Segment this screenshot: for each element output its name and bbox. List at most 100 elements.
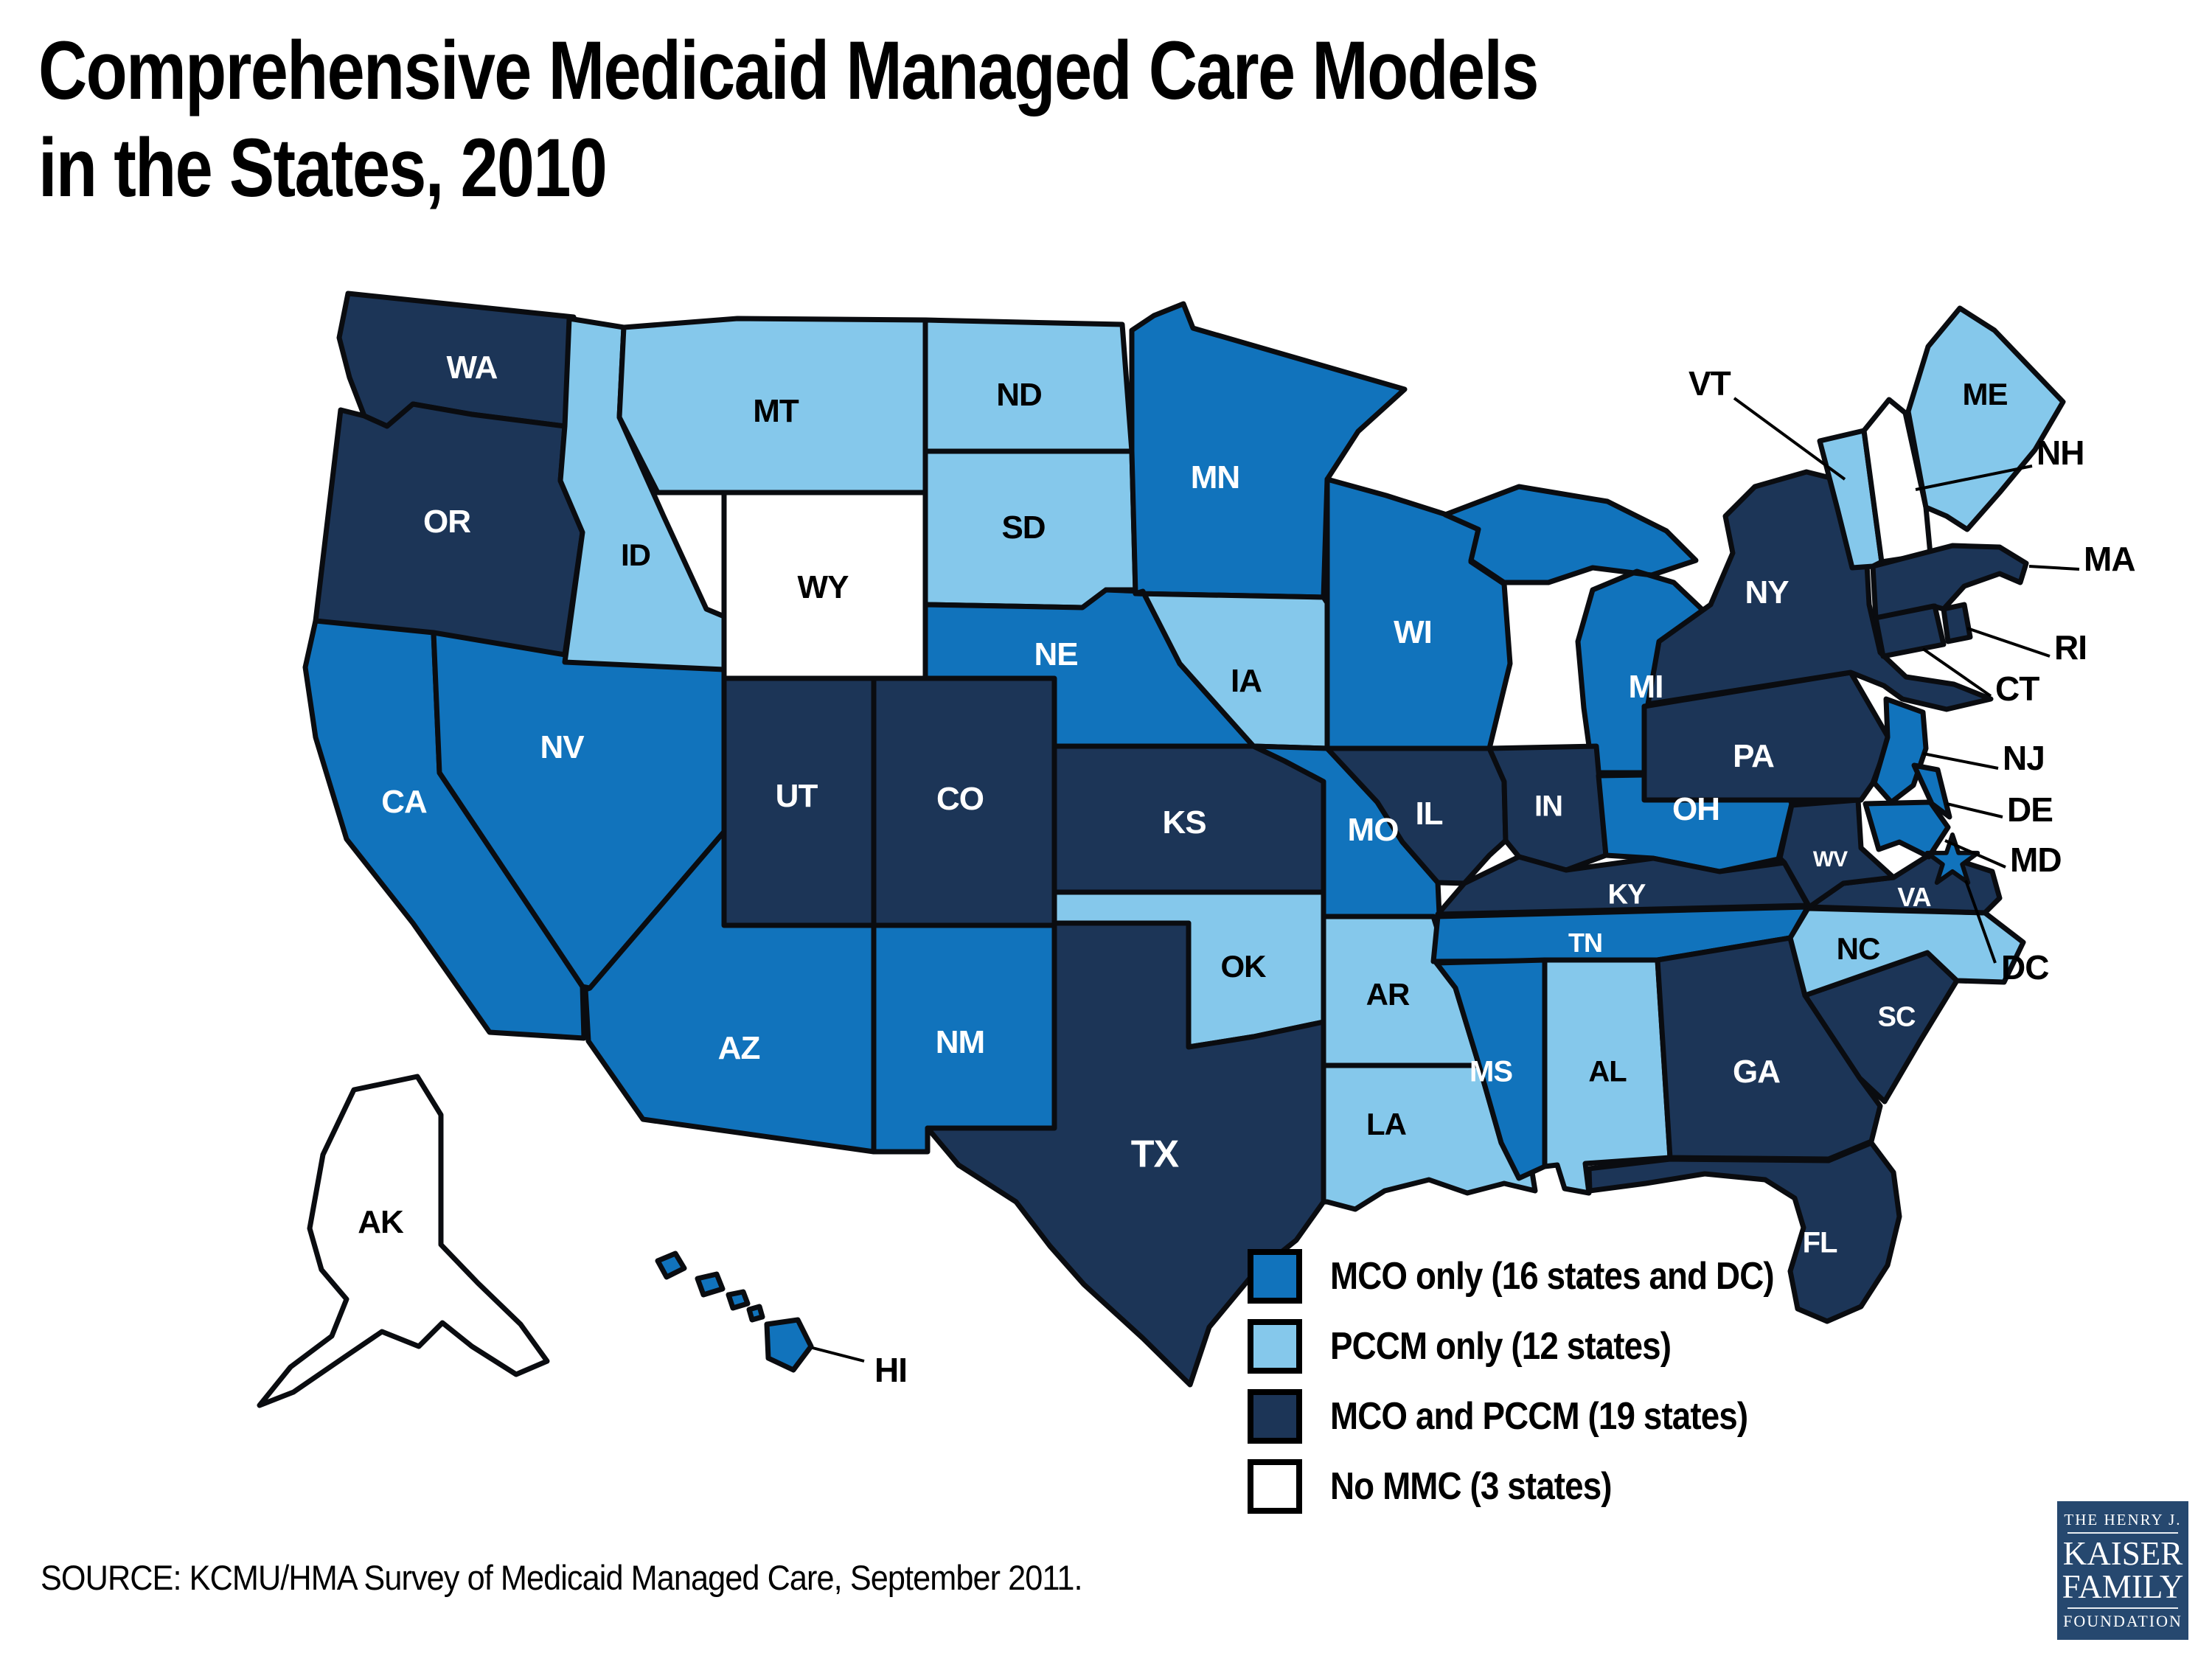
state-label-va: VA	[1897, 882, 1931, 912]
title-line-1: Comprehensive Medicaid Managed Care Mode…	[38, 24, 1539, 116]
legend-label-mco-and-pccm: MCO and PCCM (19 states)	[1330, 1395, 1748, 1438]
state-nj	[1871, 696, 1929, 805]
state-label-il: IL	[1415, 796, 1442, 832]
state-label-ak: AK	[358, 1204, 404, 1240]
legend-swatch-pccm-only	[1248, 1319, 1302, 1374]
kff-logo-rule-bottom	[2067, 1607, 2178, 1609]
state-de	[1911, 762, 1952, 820]
state-ak	[257, 1074, 550, 1408]
legend-swatch-mco-only	[1248, 1249, 1302, 1304]
external-state-label-md: MD	[2010, 841, 2062, 879]
state-fl	[1586, 1140, 1902, 1324]
state-label-nv: NV	[540, 729, 585, 765]
state-label-tn: TN	[1568, 928, 1602, 958]
state-label-la: LA	[1366, 1107, 1407, 1141]
state-label-wi: WI	[1394, 614, 1432, 650]
leader-line-hi	[812, 1346, 865, 1363]
state-label-ks: KS	[1162, 804, 1206, 841]
external-state-label-ma: MA	[2084, 540, 2135, 578]
state-label-pa: PA	[1733, 738, 1774, 774]
state-label-wa: WA	[447, 349, 498, 386]
state-label-nd: ND	[996, 377, 1042, 413]
leader-line-md	[1944, 839, 2006, 869]
state-label-ny: NY	[1745, 574, 1789, 611]
state-tx	[925, 920, 1326, 1388]
state-label-mo: MO	[1348, 812, 1399, 848]
kff-logo-line-1: THE HENRY J.	[2064, 1510, 2182, 1528]
state-label-nm: NM	[936, 1024, 984, 1060]
external-state-label-hi: HI	[874, 1351, 907, 1389]
state-ny	[1645, 469, 1994, 712]
state-nc	[1787, 905, 2026, 998]
state-md	[1863, 799, 1951, 860]
legend-row-no-mmc: No MMC (3 states)	[1248, 1459, 1834, 1514]
external-state-label-dc: DC	[2001, 948, 2048, 987]
external-state-label-ct: CT	[1995, 669, 2039, 708]
state-label-wv: WV	[1813, 847, 1848, 872]
kff-logo-line-3: FAMILY	[2062, 1568, 2184, 1605]
state-label-mn: MN	[1191, 459, 1239, 495]
state-label-in: IN	[1534, 790, 1562, 822]
legend-swatch-no-mmc	[1248, 1459, 1302, 1514]
leader-line-vt	[1733, 397, 1846, 481]
leader-line-ma	[2028, 565, 2080, 571]
leader-line-dc	[1964, 880, 1997, 964]
map-legend: MCO only (16 states and DC) PCCM only (1…	[1248, 1249, 1834, 1514]
kff-logo-line-4: FOUNDATION	[2063, 1611, 2183, 1630]
leader-line-nh	[1915, 465, 2033, 491]
state-label-ne: NE	[1034, 636, 1077, 672]
legend-swatch-mco-and-pccm	[1248, 1389, 1302, 1444]
state-label-ms: MS	[1470, 1055, 1512, 1088]
leader-line-de	[1946, 802, 2003, 818]
title-line-2: in the States, 2010	[38, 122, 608, 215]
state-hi	[655, 1251, 814, 1373]
legend-row-mco-only: MCO only (16 states and DC)	[1248, 1249, 1834, 1304]
state-label-id: ID	[621, 538, 650, 572]
state-label-al: AL	[1588, 1055, 1627, 1088]
external-state-label-vt: VT	[1688, 364, 1731, 403]
state-ri	[1941, 602, 1973, 644]
state-me	[1905, 305, 2066, 532]
state-label-sd: SD	[1001, 509, 1045, 546]
state-label-ut: UT	[776, 778, 818, 814]
leader-line-nj	[1922, 752, 1999, 770]
state-label-ca: CA	[381, 784, 427, 820]
legend-label-pccm-only: PCCM only (12 states)	[1330, 1325, 1672, 1368]
external-state-label-nj: NJ	[2003, 739, 2045, 777]
kff-logo: THE HENRY J. KAISER FAMILY FOUNDATION	[2057, 1501, 2188, 1640]
legend-label-no-mmc: No MMC (3 states)	[1330, 1465, 1613, 1508]
state-wv	[1777, 797, 1896, 910]
state-label-ar: AR	[1366, 977, 1410, 1012]
legend-label-mco-only: MCO only (16 states and DC)	[1330, 1255, 1775, 1298]
state-label-wy: WY	[798, 569, 849, 605]
state-ct	[1873, 603, 1947, 659]
state-label-ia: IA	[1231, 663, 1262, 699]
state-label-ga: GA	[1733, 1054, 1780, 1090]
leader-line-ri	[1966, 627, 2051, 658]
state-label-mt: MT	[753, 393, 799, 429]
state-label-fl: FL	[1803, 1226, 1837, 1259]
external-state-label-nh: NH	[2037, 434, 2084, 472]
kff-logo-line-2: KAISER	[2062, 1534, 2183, 1572]
state-label-co: CO	[936, 781, 984, 817]
state-label-sc: SC	[1878, 1002, 1916, 1033]
state-label-or: OR	[423, 504, 470, 540]
state-label-ok: OK	[1221, 949, 1267, 984]
legend-row-pccm-only: PCCM only (12 states)	[1248, 1319, 1834, 1374]
state-label-nc: NC	[1837, 931, 1880, 966]
state-label-me: ME	[1963, 377, 2008, 411]
external-state-label-ri: RI	[2054, 628, 2087, 667]
legend-row-mco-and-pccm: MCO and PCCM (19 states)	[1248, 1389, 1834, 1444]
state-label-oh: OH	[1672, 791, 1719, 827]
state-label-mi: MI	[1629, 669, 1663, 705]
state-label-ky: KY	[1608, 880, 1646, 911]
source-note: SOURCE: KCMU/HMA Survey of Medicaid Mana…	[41, 1558, 1083, 1597]
state-label-tx: TX	[1131, 1133, 1180, 1176]
state-mn	[1129, 301, 1408, 600]
leader-line-ct	[1921, 647, 1992, 698]
state-label-az: AZ	[718, 1030, 760, 1066]
page-title: Comprehensive Medicaid Managed Care Mode…	[38, 22, 1867, 217]
kff-logo-rule-top	[2067, 1531, 2178, 1534]
